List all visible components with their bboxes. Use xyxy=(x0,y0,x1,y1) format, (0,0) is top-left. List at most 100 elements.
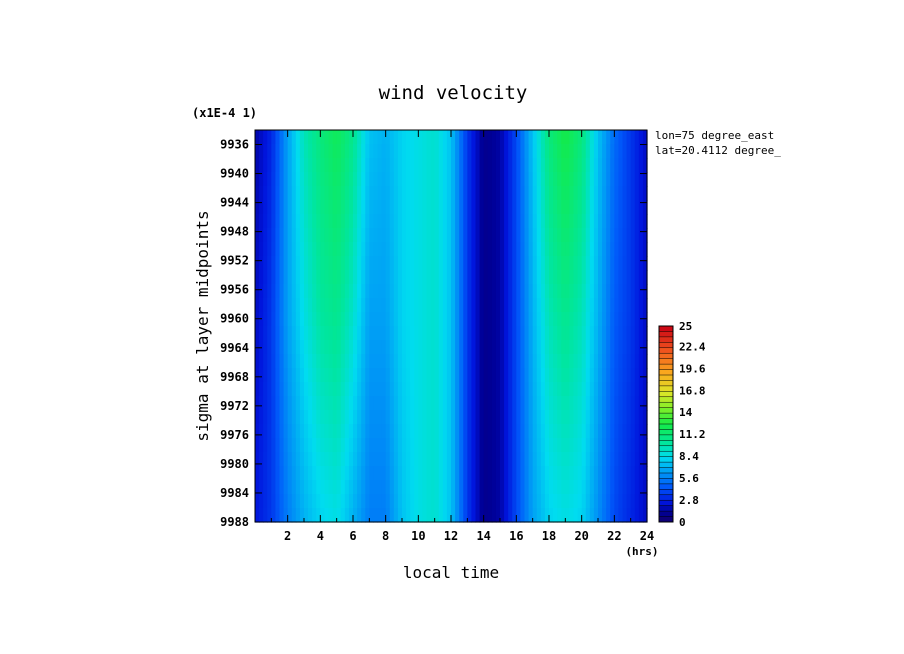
heatmap-cell xyxy=(418,410,424,425)
heatmap-cell xyxy=(369,382,375,397)
heatmap-cell xyxy=(638,368,644,383)
heatmap-cell xyxy=(508,452,513,467)
plot-area xyxy=(255,130,648,523)
heatmap-cell xyxy=(438,494,444,509)
heatmap-cell xyxy=(614,480,620,495)
heatmap-cell xyxy=(316,144,321,159)
y-axis: 9936994099449948995299569960996499689972… xyxy=(220,138,647,529)
heatmap-cell xyxy=(385,172,391,187)
heatmap-cell xyxy=(361,256,366,271)
heatmap-cell xyxy=(569,340,575,355)
heatmap-cell xyxy=(536,452,542,467)
heatmap-cell xyxy=(483,158,489,173)
heatmap-cell xyxy=(320,130,326,145)
heatmap-cell xyxy=(618,284,624,299)
heatmap-cell xyxy=(283,130,289,145)
heatmap-cell xyxy=(271,242,277,257)
heatmap-cell xyxy=(418,172,424,187)
heatmap-cell xyxy=(553,368,558,383)
heatmap-cell xyxy=(397,508,403,523)
heatmap-cell xyxy=(630,326,636,341)
heatmap-cell xyxy=(316,452,321,467)
heatmap-cell xyxy=(581,452,587,467)
heatmap-cell xyxy=(304,158,309,173)
heatmap-cell xyxy=(287,508,293,523)
heatmap-cell xyxy=(377,130,383,145)
heatmap-cell xyxy=(287,312,293,327)
heatmap-cell xyxy=(622,410,628,425)
heatmap-cell xyxy=(402,158,407,173)
heatmap-cell xyxy=(491,396,497,411)
heatmap-cell xyxy=(626,438,632,453)
heatmap-cell xyxy=(308,466,313,481)
heatmap-cell xyxy=(634,284,640,299)
heatmap-cell xyxy=(385,200,391,215)
heatmap-cell xyxy=(328,214,334,229)
heatmap-cell xyxy=(479,270,485,285)
heatmap-cell xyxy=(406,312,411,327)
heatmap-cell xyxy=(365,200,370,215)
heatmap-cell xyxy=(504,186,509,201)
heatmap-cell xyxy=(316,298,321,313)
heatmap-cell xyxy=(291,368,297,383)
heatmap-cell xyxy=(255,298,260,313)
heatmap-cell xyxy=(520,438,526,453)
heatmap-cell xyxy=(438,144,444,159)
heatmap-cell xyxy=(438,368,444,383)
heatmap-cell xyxy=(553,466,558,481)
heatmap-cell xyxy=(504,298,509,313)
heatmap-cell xyxy=(516,130,522,145)
heatmap-cell xyxy=(357,410,362,425)
heatmap-cell xyxy=(565,396,571,411)
heatmap-cell xyxy=(577,284,583,299)
colorbar-swatch xyxy=(659,353,673,360)
heatmap-cell xyxy=(516,284,522,299)
heatmap-cell xyxy=(271,144,277,159)
heatmap-cell xyxy=(255,270,260,285)
heatmap-cell xyxy=(324,312,330,327)
heatmap-cell xyxy=(434,494,440,509)
heatmap-cell xyxy=(500,158,505,173)
heatmap-cell xyxy=(483,312,489,327)
x-tick-label: 12 xyxy=(444,529,458,543)
heatmap-cell xyxy=(634,130,640,145)
heatmap-cell xyxy=(540,480,546,495)
heatmap-cell xyxy=(373,494,379,509)
heatmap-cell xyxy=(459,144,464,159)
heatmap-cell xyxy=(320,396,326,411)
heatmap-cell xyxy=(536,354,542,369)
heatmap-cell xyxy=(491,242,497,257)
heatmap-cell xyxy=(479,172,485,187)
heatmap-cell xyxy=(618,494,624,509)
colorbar-swatch xyxy=(659,462,673,469)
heatmap-cell xyxy=(544,354,550,369)
heatmap-cell xyxy=(495,242,501,257)
colorbar-label: 19.6 xyxy=(679,362,706,375)
heatmap-cell xyxy=(561,144,566,159)
heatmap-cell xyxy=(638,466,644,481)
heatmap-cell xyxy=(577,200,583,215)
heatmap-cell xyxy=(630,494,636,509)
heatmap-cell xyxy=(549,452,554,467)
heatmap-cell xyxy=(304,494,309,509)
heatmap-cell xyxy=(451,186,456,201)
heatmap-cell xyxy=(471,284,477,299)
heatmap-cell xyxy=(320,200,326,215)
heatmap-cell xyxy=(463,298,468,313)
heatmap-cell xyxy=(593,452,599,467)
heatmap-cell xyxy=(283,480,289,495)
heatmap-cell xyxy=(500,438,505,453)
heatmap-cell xyxy=(549,438,554,453)
heatmap-cell xyxy=(438,284,444,299)
heatmap-cell xyxy=(267,284,272,299)
heatmap-cell xyxy=(508,158,513,173)
heatmap-cell xyxy=(267,256,272,271)
heatmap-cell xyxy=(291,172,297,187)
heatmap-cell xyxy=(463,424,468,439)
heatmap-cell xyxy=(483,494,489,509)
heatmap-cell xyxy=(508,368,513,383)
heatmap-cell xyxy=(524,256,530,271)
heatmap-cell xyxy=(577,424,583,439)
heatmap-cell xyxy=(630,256,636,271)
heatmap-cell xyxy=(638,172,644,187)
